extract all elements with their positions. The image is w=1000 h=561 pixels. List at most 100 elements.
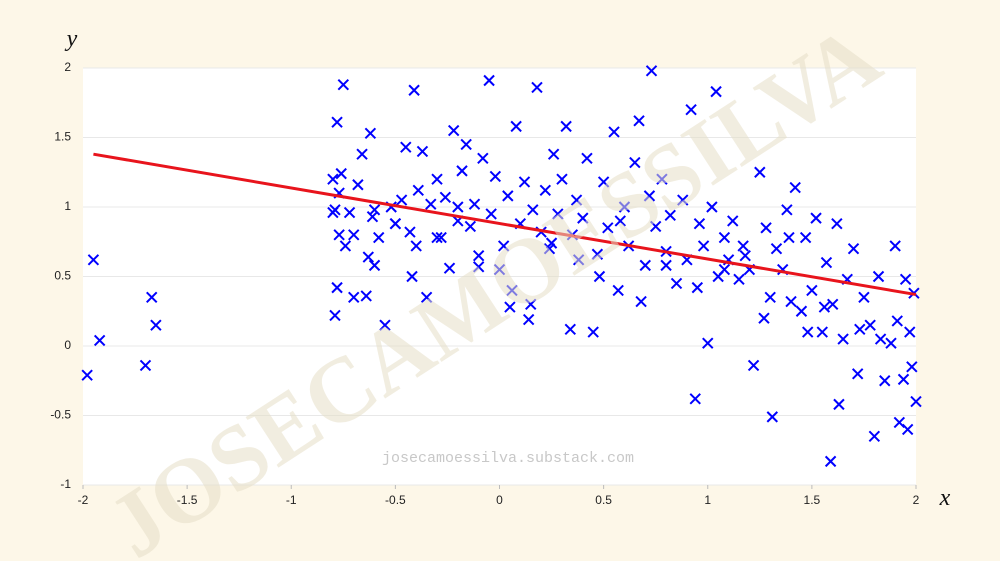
point — [810, 212, 822, 224]
point — [802, 326, 814, 338]
point — [587, 326, 599, 338]
point — [504, 301, 516, 313]
point — [766, 411, 779, 423]
point — [522, 313, 535, 326]
point — [331, 281, 343, 294]
point — [352, 179, 364, 191]
point — [447, 124, 460, 137]
point — [452, 201, 464, 213]
point — [572, 254, 585, 266]
point — [656, 173, 668, 185]
point — [356, 148, 368, 160]
x-tick-label: 1 — [704, 493, 711, 507]
y-tick-label: 2 — [64, 60, 71, 74]
point — [477, 152, 489, 165]
point — [518, 176, 531, 188]
y-tick-label: 0 — [64, 338, 71, 352]
point — [826, 298, 839, 311]
point — [333, 229, 345, 241]
point — [489, 170, 502, 183]
point — [581, 152, 593, 165]
point — [727, 215, 739, 227]
point — [816, 326, 828, 338]
point — [547, 148, 560, 160]
point — [901, 423, 914, 436]
point — [739, 249, 751, 262]
point — [420, 291, 433, 304]
point — [833, 398, 845, 411]
site-label: josecamoessilva.substack.com — [382, 450, 634, 467]
point — [795, 305, 808, 317]
point — [612, 284, 624, 297]
point — [577, 212, 589, 224]
point — [874, 333, 887, 345]
point — [406, 270, 418, 283]
point — [425, 198, 437, 210]
point — [373, 231, 385, 244]
point — [824, 455, 837, 468]
point — [754, 166, 766, 178]
point — [337, 78, 350, 91]
point — [806, 284, 818, 297]
point — [485, 208, 497, 220]
point — [400, 141, 412, 153]
point — [899, 273, 912, 285]
point — [379, 319, 391, 331]
point — [464, 220, 477, 233]
x-tick-label: 1.5 — [804, 493, 821, 507]
point — [545, 237, 558, 249]
point — [789, 181, 801, 194]
x-tick-label: -1.5 — [177, 493, 198, 507]
point — [718, 231, 731, 244]
point — [614, 215, 626, 227]
point — [702, 337, 714, 349]
point — [368, 259, 381, 272]
point — [366, 211, 379, 223]
point — [412, 184, 424, 197]
point — [783, 231, 795, 244]
point — [591, 248, 604, 260]
point — [639, 259, 651, 272]
point — [760, 222, 772, 234]
point — [602, 222, 614, 234]
point — [408, 84, 420, 96]
point — [781, 204, 793, 216]
point — [758, 312, 770, 324]
point — [645, 65, 658, 77]
point — [510, 120, 522, 133]
point — [329, 309, 341, 322]
point — [820, 256, 833, 269]
point — [327, 173, 339, 185]
point — [837, 333, 849, 345]
point — [389, 217, 402, 230]
point — [593, 270, 606, 283]
point — [710, 85, 722, 98]
point — [493, 263, 506, 276]
point — [348, 229, 360, 241]
point — [618, 201, 631, 213]
point — [770, 242, 783, 255]
x-axis-label: x — [939, 485, 951, 511]
point — [718, 263, 731, 276]
point — [889, 240, 901, 252]
point — [693, 217, 706, 230]
point — [629, 156, 641, 169]
point — [737, 240, 749, 252]
point — [864, 319, 876, 331]
point — [364, 127, 377, 140]
point — [831, 217, 843, 230]
point — [456, 165, 468, 177]
point — [697, 240, 710, 252]
point — [670, 277, 683, 290]
fit-line — [93, 152, 917, 297]
y-tick-label: 1.5 — [54, 130, 71, 144]
point — [404, 226, 416, 238]
point — [497, 240, 510, 252]
point — [691, 281, 704, 294]
point — [677, 194, 689, 206]
point — [664, 209, 676, 222]
point — [597, 176, 610, 188]
point — [339, 240, 352, 252]
point — [906, 361, 918, 373]
point — [506, 284, 518, 297]
